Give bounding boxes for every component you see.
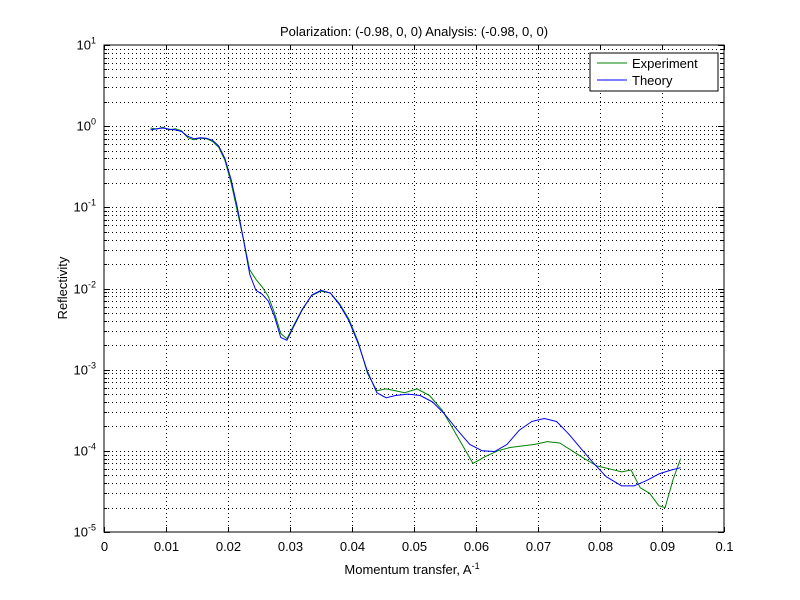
y-tick-label-4: 10-1 <box>74 198 96 215</box>
x-axis-label: Momentum transfer, A-1 <box>344 561 479 577</box>
y-tick-label-1: 10-4 <box>74 442 96 459</box>
x-tick-label-3: 0.03 <box>278 539 303 554</box>
series-layer <box>150 126 682 509</box>
x-tick-label-7: 0.07 <box>526 539 551 554</box>
x-tick-label-6: 0.06 <box>464 539 489 554</box>
x-tick-label-5: 0.05 <box>402 539 427 554</box>
x-tick-label-4: 0.04 <box>340 539 365 554</box>
y-tick-label-3: 10-2 <box>74 280 96 297</box>
x-tick-label-8: 0.08 <box>588 539 613 554</box>
x-tick-label-10: 0.1 <box>715 539 733 554</box>
y-tick-label-2: 10-3 <box>74 361 96 378</box>
series-line-theory <box>150 127 681 487</box>
y-tick-labels: 10-5 10-4 10-3 10-2 10-1 100 101 <box>74 36 96 540</box>
x-tick-label-0: 0 <box>101 539 108 554</box>
legend-label-experiment: Experiment <box>632 56 698 71</box>
plot-area <box>104 45 724 532</box>
series-line-experiment <box>150 126 682 509</box>
x-tick-label-1: 0.01 <box>154 539 179 554</box>
x-tick-labels: 0 0.01 0.02 0.03 0.04 0.05 0.06 0.07 0.08 0.09 0.1 <box>101 539 734 554</box>
x-tick-label-2: 0.02 <box>216 539 241 554</box>
y-tick-label-5: 100 <box>77 117 96 134</box>
y-tick-label-0: 10-5 <box>74 523 96 540</box>
chart-title: Polarization: (-0.98, 0, 0) Analysis: (-… <box>280 24 548 39</box>
axis-ticks <box>104 45 725 533</box>
legend: Experiment Theory <box>589 52 719 92</box>
y-axis-label: Reflectivity <box>55 256 70 319</box>
legend-box <box>589 52 719 92</box>
grid-lines <box>104 45 724 532</box>
legend-label-theory: Theory <box>632 73 673 88</box>
y-tick-label-6: 101 <box>77 36 96 53</box>
x-tick-label-9: 0.09 <box>650 539 675 554</box>
